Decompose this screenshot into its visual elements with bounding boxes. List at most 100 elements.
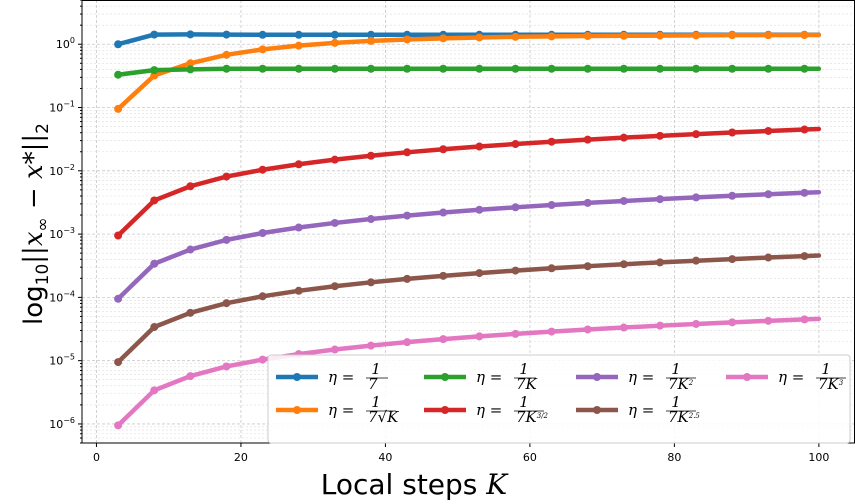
data-point [330,64,339,73]
legend-swatch-marker [293,373,301,381]
data-point [294,41,303,50]
data-point [150,386,159,395]
series-line [115,126,822,238]
data-point [439,271,448,280]
data-point [728,64,737,73]
data-point [114,40,123,49]
data-point [764,316,773,325]
series-4 [114,125,822,240]
data-point [258,165,267,174]
data-point [439,64,448,73]
data-point [330,38,339,47]
legend-fraction-den: 7K3 [818,375,844,393]
data-point [186,59,195,68]
x-tick-label: 80 [667,451,681,464]
data-point [439,34,448,43]
legend-swatch-marker [593,406,601,414]
data-point [366,64,375,73]
data-point [258,45,267,54]
data-point [258,355,267,364]
data-point [475,205,484,214]
data-point [366,30,375,39]
data-point [439,335,448,344]
data-point [583,262,592,271]
data-point [403,148,412,157]
y-tick-label: 10−3 [49,226,75,241]
data-point [547,201,556,210]
y-tick-label: 10−4 [49,289,75,304]
data-point [258,30,267,39]
data-point [583,31,592,40]
data-point [728,191,737,200]
x-tick-label: 40 [378,451,392,464]
x-tick-label: 0 [93,451,100,464]
data-point [619,31,628,40]
series-2 [114,30,822,113]
legend-fraction-den: 7K3/2 [516,408,549,426]
data-point [403,64,412,73]
legend-fraction-den: 7√K [368,408,399,426]
data-point [692,193,701,202]
legend-fraction-num: 1 [371,393,381,411]
y-tick-label: 10−2 [49,163,75,178]
data-point [475,269,484,278]
data-point [728,255,737,264]
data-point [222,64,231,73]
data-point [258,229,267,238]
data-point [692,64,701,73]
data-point [583,325,592,334]
data-point [114,70,123,79]
data-point [692,319,701,328]
data-point [547,137,556,146]
series-3 [114,64,822,79]
data-point [655,64,664,73]
data-point [439,208,448,217]
data-point [366,36,375,45]
data-point [511,64,520,73]
data-point [403,338,412,347]
legend-fraction-num: 1 [371,360,381,378]
legend-label: η = [628,368,654,386]
data-point [222,362,231,371]
data-point [800,188,809,197]
data-point [764,126,773,135]
data-point [475,64,484,73]
data-point [222,50,231,59]
data-point [511,266,520,275]
x-axis-label: Local steps K [321,468,510,501]
data-point [728,128,737,137]
data-point [186,30,195,39]
data-point [619,196,628,205]
data-point [330,218,339,227]
data-point [294,286,303,295]
y-tick-label: 100 [56,36,75,51]
series-line [115,190,822,302]
data-point [619,323,628,332]
data-point [800,30,809,39]
legend-label: η = [328,401,354,419]
data-point [764,253,773,262]
data-point [511,32,520,41]
data-point [150,196,159,205]
legend-swatch-marker [293,406,301,414]
series-5 [114,188,822,303]
data-point [583,135,592,144]
data-point [186,308,195,317]
data-point [439,145,448,154]
data-point [475,142,484,151]
legend-label: η = [476,401,502,419]
data-point [150,323,159,332]
data-point [294,64,303,73]
data-point [186,65,195,74]
data-point [800,64,809,73]
x-tick-label: 100 [808,451,829,464]
data-point [330,30,339,39]
data-point [114,104,123,113]
data-point [186,245,195,254]
data-point [547,32,556,41]
data-point [150,66,159,75]
data-point [764,190,773,199]
data-point [403,35,412,44]
